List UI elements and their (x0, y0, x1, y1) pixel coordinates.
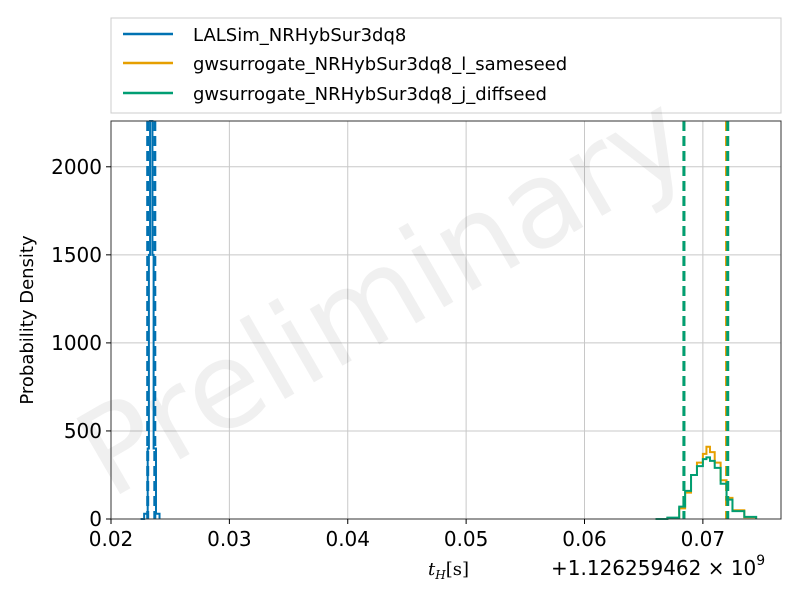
x-tick-label: 0.05 (444, 527, 489, 551)
legend: LALSim_NRHybSur3dq8 gwsurrogate_NRHybSur… (110, 17, 782, 114)
x-axis-label-main: t (428, 559, 436, 580)
legend-frame (110, 17, 782, 114)
x-axis-label-sub: H (434, 568, 446, 582)
x-axis-label-unit: [s] (446, 559, 469, 580)
legend-entry-0: LALSim_NRHybSur3dq8 (193, 25, 406, 46)
y-tick-label: 1500 (51, 243, 102, 267)
x-axis-offset-exponent: 9 (756, 553, 765, 569)
y-tick-label: 0 (89, 507, 102, 531)
y-tick-label: 1000 (51, 331, 102, 355)
x-tick-label: 0.02 (89, 527, 134, 551)
x-tick-label: 0.03 (207, 527, 252, 551)
y-tick-label: 500 (64, 419, 102, 443)
legend-entry-2: gwsurrogate_NRHybSur3dq8_j_diffseed (193, 84, 547, 105)
legend-entry-1: gwsurrogate_NRHybSur3dq8_l_sameseed (193, 54, 567, 75)
x-tick-label: 0.07 (681, 527, 726, 551)
histogram-series-2 (655, 456, 758, 520)
x-axis-label: tH[s] (428, 559, 469, 582)
plot-marks (140, 120, 758, 520)
x-tick-label: 0.04 (325, 527, 370, 551)
x-axis-offset-base: +1.126259462 × 10 (551, 556, 756, 580)
y-tick-label: 2000 (51, 155, 102, 179)
x-tick-label: 0.06 (562, 527, 607, 551)
plot-area (111, 121, 781, 519)
axes: 0.02 0.03 0.04 0.05 0.06 0.07 0 500 1000 1500 2000 (51, 120, 782, 551)
x-axis-offset: +1.126259462 × 109 (551, 553, 765, 580)
plot-frame (110, 120, 782, 520)
y-axis-label: Probability Density (17, 235, 38, 405)
